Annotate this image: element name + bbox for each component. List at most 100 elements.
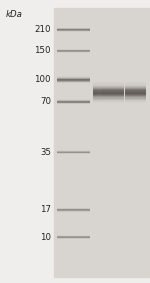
Bar	[108, 96, 109, 97]
Bar	[122, 88, 123, 89]
Bar	[117, 96, 118, 97]
Bar	[113, 102, 114, 103]
Bar	[143, 89, 144, 91]
Bar	[145, 86, 146, 87]
Bar	[134, 89, 135, 91]
Bar	[138, 85, 139, 86]
Bar	[138, 101, 139, 102]
Bar	[118, 100, 119, 101]
Bar	[124, 94, 125, 95]
Bar	[129, 83, 130, 85]
Bar	[98, 94, 99, 95]
Bar	[95, 95, 96, 96]
Bar	[120, 100, 121, 101]
Bar	[131, 83, 132, 85]
Bar	[105, 95, 106, 96]
Bar	[121, 92, 122, 93]
Bar	[143, 99, 144, 100]
Bar	[103, 85, 104, 86]
Bar	[137, 97, 138, 99]
Bar	[110, 102, 111, 103]
Bar	[109, 102, 110, 103]
Bar	[144, 95, 145, 96]
Bar	[112, 87, 113, 88]
Bar	[115, 95, 116, 96]
Bar	[144, 86, 145, 87]
Bar	[114, 83, 115, 85]
Bar	[137, 89, 138, 91]
Bar	[134, 92, 135, 93]
Bar	[122, 86, 123, 87]
Bar	[93, 101, 94, 102]
Bar	[98, 100, 99, 101]
Bar	[127, 85, 128, 86]
Bar	[97, 97, 98, 99]
Bar	[136, 101, 137, 102]
Bar	[120, 101, 121, 102]
Bar	[102, 92, 103, 93]
Bar	[137, 100, 138, 101]
Bar	[120, 87, 121, 88]
Bar	[145, 102, 146, 103]
Bar	[143, 101, 144, 102]
Bar	[144, 88, 145, 89]
Bar	[97, 102, 98, 103]
Bar	[113, 89, 114, 91]
Bar	[136, 94, 137, 95]
Bar	[109, 91, 110, 92]
Bar	[127, 89, 128, 91]
Bar	[93, 83, 94, 85]
Bar	[142, 88, 143, 89]
Bar	[112, 102, 113, 103]
Bar	[139, 83, 140, 85]
Bar	[135, 83, 136, 85]
Bar	[125, 96, 126, 97]
Bar	[100, 100, 101, 101]
Bar	[101, 91, 102, 92]
Bar	[133, 93, 134, 94]
Bar	[135, 101, 136, 102]
Bar	[105, 83, 106, 85]
Bar	[140, 95, 141, 96]
Bar	[120, 96, 121, 97]
Bar	[121, 91, 122, 92]
Bar	[137, 95, 138, 96]
Bar	[106, 95, 107, 96]
Bar	[139, 102, 140, 103]
Bar	[99, 86, 100, 87]
Bar	[114, 92, 115, 93]
Bar	[93, 99, 94, 100]
Bar	[112, 96, 113, 97]
Bar	[113, 96, 114, 97]
Bar	[118, 102, 119, 103]
Bar	[99, 100, 100, 101]
Bar	[117, 99, 118, 100]
Bar	[128, 95, 129, 96]
Bar	[116, 95, 117, 96]
Text: 35: 35	[40, 148, 51, 157]
Bar	[101, 82, 102, 83]
Bar	[117, 82, 118, 83]
Bar	[111, 101, 112, 102]
Bar	[120, 94, 121, 95]
Bar	[133, 92, 134, 93]
Bar	[99, 85, 100, 86]
Bar	[97, 87, 98, 88]
Bar	[124, 86, 125, 87]
Bar	[137, 93, 138, 94]
Bar	[142, 86, 143, 87]
Bar	[119, 91, 120, 92]
Bar	[125, 82, 126, 83]
Bar	[108, 85, 109, 86]
Bar	[134, 94, 135, 95]
Bar	[104, 99, 105, 100]
Bar	[96, 85, 97, 86]
Bar	[125, 101, 126, 102]
Bar	[123, 82, 124, 83]
Bar	[144, 96, 145, 97]
Bar	[57, 101, 90, 102]
Bar	[114, 93, 115, 94]
Bar	[95, 94, 96, 95]
Bar	[144, 97, 145, 99]
Bar	[145, 85, 146, 86]
